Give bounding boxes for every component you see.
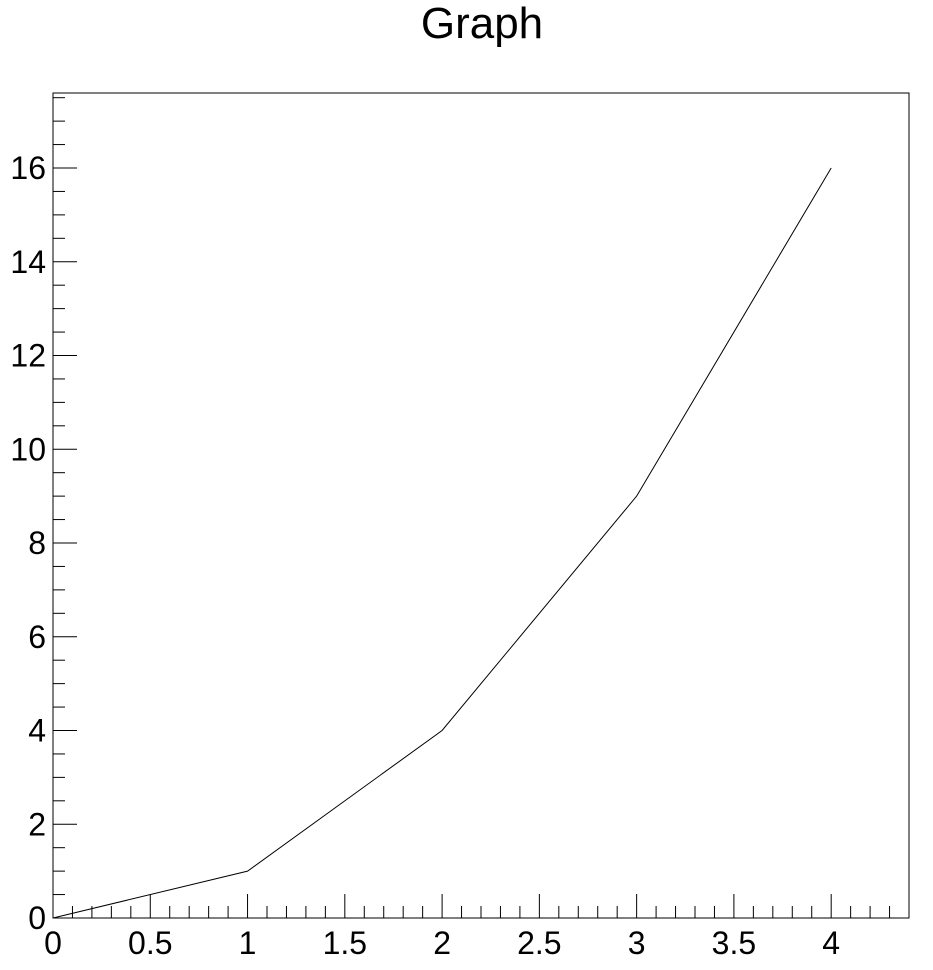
x-tick-label: 0.5 bbox=[128, 925, 172, 961]
x-tick-label: 2 bbox=[433, 925, 451, 961]
y-tick-label: 0 bbox=[28, 900, 46, 936]
series-layer bbox=[52, 167, 832, 919]
x-tick-label: 1.5 bbox=[323, 925, 367, 961]
y-tick-label: 4 bbox=[28, 713, 46, 749]
x-tick-label: 0 bbox=[44, 925, 62, 961]
x-tick-label: 3 bbox=[628, 925, 646, 961]
y-tick-label: 14 bbox=[10, 244, 46, 280]
series-line bbox=[52, 167, 832, 919]
y-tick-label: 10 bbox=[10, 431, 46, 467]
x-axis: 0 0.5 1 1.5 2 2.5 3 3.5 4 bbox=[44, 894, 910, 961]
plot-frame bbox=[52, 92, 910, 919]
x-tick-label: 3.5 bbox=[712, 925, 756, 961]
chart-title: Graph bbox=[421, 0, 543, 48]
y-tick-label: 2 bbox=[28, 806, 46, 842]
x-tick-label: 1 bbox=[239, 925, 257, 961]
y-tick-label: 6 bbox=[28, 619, 46, 655]
x-tick-label: 4 bbox=[822, 925, 840, 961]
x-tick-label: 2.5 bbox=[517, 925, 561, 961]
y-axis: 0 2 4 6 8 10 12 14 16 bbox=[10, 97, 77, 936]
y-tick-label: 16 bbox=[10, 150, 46, 186]
y-tick-label: 12 bbox=[10, 338, 46, 374]
y-tick-label: 8 bbox=[28, 525, 46, 561]
